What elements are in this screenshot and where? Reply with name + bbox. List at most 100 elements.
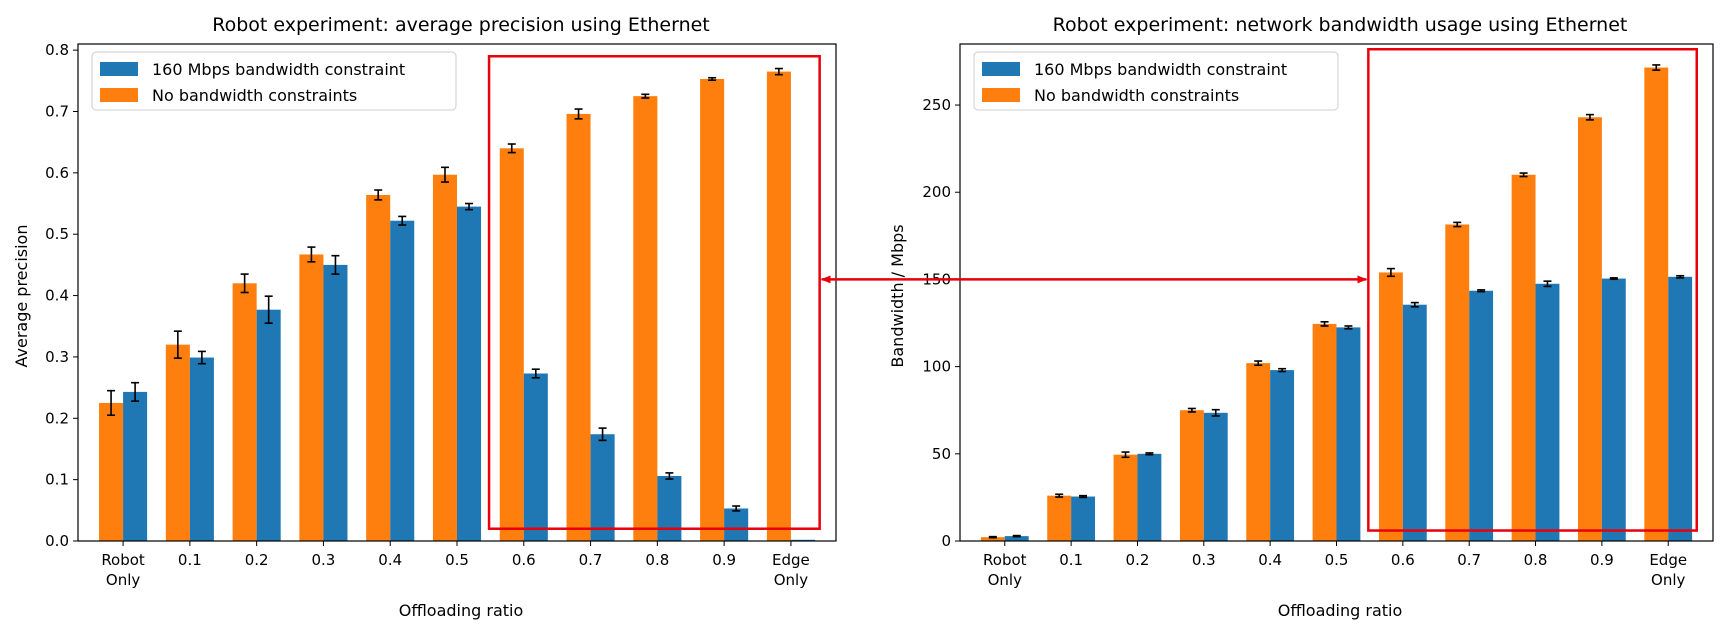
y-tick-label: 250	[922, 96, 951, 114]
chart-title: Robot experiment: average precision usin…	[212, 14, 710, 36]
y-tick-label: 50	[932, 445, 951, 463]
bar	[256, 309, 281, 541]
y-tick-label: 200	[922, 183, 951, 201]
x-axis-label: Offloading ratio	[399, 601, 524, 620]
bar	[766, 71, 791, 541]
x-tick-label: Edge Only	[772, 551, 810, 589]
bar	[99, 402, 124, 541]
bar	[980, 537, 1005, 541]
y-ticks: 0.0 0.1 0.2 0.3 0.4 0.5 0.6 0.7 0.8	[45, 41, 78, 550]
y-tick-label: 0.3	[45, 348, 69, 366]
y-axis-label: Average precision	[12, 225, 31, 368]
legend-label: No bandwidth constraints	[1034, 86, 1239, 105]
bar	[1668, 276, 1693, 541]
y-tick-label: 0.1	[45, 471, 69, 489]
y-tick-label: 100	[922, 358, 951, 376]
legend-swatch	[982, 62, 1020, 76]
legend-frame	[91, 51, 457, 111]
y-axis-label: Bandwidth / Mbps	[888, 224, 907, 367]
bar	[432, 174, 457, 541]
legend: 160 Mbps bandwidth constraint No bandwidt…	[973, 51, 1339, 111]
x-axis-label: Offloading ratio	[1278, 601, 1403, 620]
x-tick-label: 0.4	[378, 551, 402, 569]
bar-group	[99, 67, 815, 542]
bar	[700, 78, 725, 542]
bar	[1071, 496, 1096, 541]
bar	[1312, 323, 1337, 541]
bar	[1137, 453, 1162, 541]
x-tick-label: 0.5	[445, 551, 469, 569]
x-tick-label: 0.1	[178, 551, 202, 569]
highlight-box-group	[487, 55, 821, 530]
y-tick-label: 0.6	[45, 164, 69, 182]
highlight-box	[1367, 47, 1698, 532]
legend-swatch	[100, 62, 138, 76]
x-tick-label: Robot Only	[101, 551, 145, 589]
highlight-box	[487, 55, 821, 530]
y-tick-label: 0.8	[45, 41, 69, 59]
bar	[1644, 67, 1669, 541]
x-tick-label: Robot Only	[983, 551, 1027, 589]
bar	[1179, 410, 1204, 541]
bar	[724, 508, 749, 541]
x-tick-label: 0.5	[1325, 551, 1349, 569]
bar	[1601, 278, 1626, 541]
y-tick-label: 0.2	[45, 409, 69, 427]
legend-label: 160 Mbps bandwidth constraint	[1034, 60, 1287, 79]
legend: 160 Mbps bandwidth constraint No bandwidt…	[91, 51, 457, 111]
bar	[1535, 283, 1560, 541]
bar	[1113, 454, 1138, 541]
bar	[633, 96, 658, 541]
chart-title: Robot experiment: network bandwidth usag…	[1053, 14, 1628, 36]
bar	[1378, 272, 1403, 541]
x-tick-label: 0.6	[512, 551, 536, 569]
legend-swatch	[982, 88, 1020, 102]
y-tick-label: 0.0	[45, 532, 69, 550]
bar	[1004, 536, 1029, 541]
y-tick-label: 0.5	[45, 225, 69, 243]
x-tick-label: 0.3	[1192, 551, 1216, 569]
bar	[299, 254, 324, 542]
bar-group	[980, 64, 1693, 542]
bar	[1511, 174, 1536, 541]
legend-swatch	[100, 88, 138, 102]
x-tick-label: 0.7	[1457, 551, 1481, 569]
bar	[1047, 495, 1072, 541]
bar	[590, 434, 615, 541]
bar	[1445, 224, 1470, 541]
bar	[1336, 327, 1361, 541]
y-tick-label: 0.7	[45, 102, 69, 120]
x-tick-label: 0.9	[712, 551, 736, 569]
x-tick-label: 0.2	[245, 551, 269, 569]
x-tick-label: 0.7	[579, 551, 603, 569]
x-ticks: Robot Only 0.1 0.2 0.3 0.4 0.5 0.6 0.7 0.8 0.9 Edge…	[983, 541, 1687, 589]
bar	[1203, 412, 1228, 541]
x-tick-label: 0.8	[645, 551, 669, 569]
bandwidth-chart: Robot experiment: network bandwidth usag…	[888, 14, 1714, 620]
x-tick-label: 0.3	[312, 551, 336, 569]
bar	[657, 475, 682, 541]
x-tick-label: 0.2	[1126, 551, 1150, 569]
bar	[457, 206, 482, 542]
bar	[123, 391, 148, 541]
bar	[366, 194, 391, 541]
bar	[165, 344, 190, 541]
legend-label: No bandwidth constraints	[152, 86, 357, 105]
x-tick-label: 0.9	[1590, 551, 1614, 569]
bar	[1469, 290, 1494, 541]
y-tick-label: 0.4	[45, 287, 69, 305]
bar	[523, 373, 548, 541]
x-ticks: Robot Only 0.1 0.2 0.3 0.4 0.5 0.6 0.7 0.8 0.9 Edge…	[101, 541, 810, 589]
precision-chart: Robot experiment: average precision usin…	[12, 14, 837, 620]
bar	[1402, 304, 1427, 541]
bar	[390, 220, 415, 541]
x-tick-label: 0.8	[1524, 551, 1548, 569]
x-tick-label: 0.6	[1391, 551, 1415, 569]
y-tick-label: 0	[941, 532, 951, 550]
bar	[1246, 363, 1271, 541]
legend-frame	[973, 51, 1339, 111]
x-tick-label: Edge Only	[1649, 551, 1687, 589]
bar	[323, 264, 348, 541]
